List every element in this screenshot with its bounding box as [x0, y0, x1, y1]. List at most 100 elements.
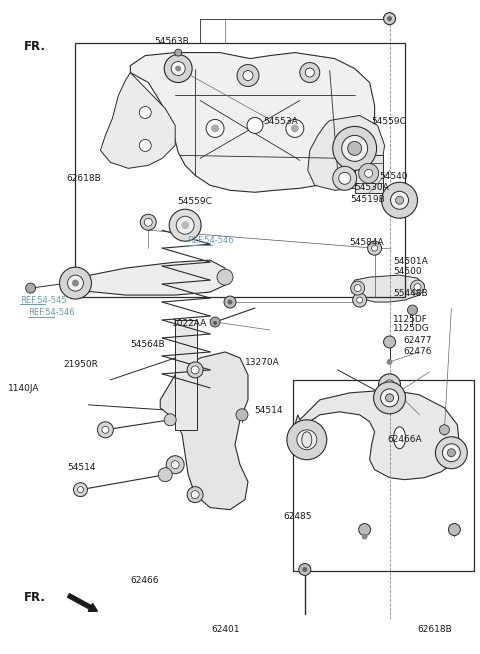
Bar: [355, 156, 383, 194]
Circle shape: [164, 414, 176, 426]
Text: 62477: 62477: [404, 336, 432, 345]
Text: 54519B: 54519B: [350, 196, 385, 204]
Circle shape: [191, 366, 199, 374]
Circle shape: [72, 280, 79, 286]
Circle shape: [435, 437, 468, 469]
Text: REF.54-546: REF.54-546: [187, 236, 234, 245]
Circle shape: [396, 196, 404, 204]
Text: 54563B: 54563B: [154, 37, 189, 46]
Text: 54500: 54500: [393, 267, 422, 276]
Circle shape: [357, 297, 363, 303]
Text: 21950R: 21950R: [63, 360, 98, 370]
Circle shape: [228, 300, 232, 305]
Polygon shape: [308, 116, 384, 190]
Text: 62618B: 62618B: [417, 625, 452, 634]
Circle shape: [213, 321, 217, 325]
Ellipse shape: [302, 432, 312, 448]
Text: 1125DF: 1125DF: [393, 315, 428, 324]
Bar: [75, 43, 405, 297]
Circle shape: [359, 164, 379, 183]
Text: 62401: 62401: [211, 625, 240, 634]
Circle shape: [439, 425, 449, 435]
Circle shape: [243, 71, 253, 80]
Text: 1125DG: 1125DG: [393, 324, 430, 334]
Circle shape: [97, 422, 113, 438]
Text: REF.54-545: REF.54-545: [20, 296, 66, 305]
Circle shape: [408, 305, 418, 315]
Circle shape: [410, 280, 424, 294]
Circle shape: [365, 169, 372, 177]
Circle shape: [286, 120, 304, 137]
Bar: [175, 320, 197, 430]
Circle shape: [348, 141, 361, 156]
Circle shape: [414, 284, 421, 290]
Circle shape: [224, 296, 236, 308]
Text: 13270A: 13270A: [245, 358, 279, 367]
Polygon shape: [71, 260, 225, 295]
Circle shape: [382, 182, 418, 218]
Text: 54514: 54514: [68, 463, 96, 472]
Circle shape: [297, 430, 317, 450]
Text: REF.54-546: REF.54-546: [28, 308, 75, 317]
Circle shape: [351, 281, 365, 295]
Circle shape: [139, 139, 151, 151]
Circle shape: [73, 483, 87, 496]
Circle shape: [206, 120, 224, 137]
Circle shape: [443, 444, 460, 462]
Circle shape: [448, 524, 460, 536]
Circle shape: [333, 166, 357, 190]
Text: FR.: FR.: [24, 591, 46, 604]
Circle shape: [237, 65, 259, 86]
Text: 54553A: 54553A: [263, 117, 298, 126]
Text: 54530A: 54530A: [354, 183, 389, 192]
Circle shape: [77, 487, 84, 492]
Text: 1140JA: 1140JA: [8, 385, 39, 394]
Circle shape: [339, 173, 351, 184]
Circle shape: [333, 126, 377, 170]
Circle shape: [361, 534, 368, 540]
Circle shape: [211, 124, 219, 132]
Polygon shape: [295, 390, 459, 479]
Circle shape: [236, 409, 248, 421]
Text: 62618B: 62618B: [67, 175, 101, 183]
Circle shape: [305, 68, 314, 77]
Polygon shape: [130, 52, 374, 192]
Circle shape: [381, 389, 398, 407]
Circle shape: [181, 221, 189, 229]
Circle shape: [386, 359, 393, 365]
Text: 54501A: 54501A: [393, 257, 428, 266]
Circle shape: [191, 490, 199, 498]
Text: 62466A: 62466A: [387, 435, 422, 444]
Circle shape: [217, 269, 233, 285]
Circle shape: [247, 118, 263, 133]
Text: 55448B: 55448B: [393, 289, 428, 298]
Text: 54559C: 54559C: [372, 117, 407, 126]
Circle shape: [158, 468, 172, 481]
Circle shape: [379, 374, 400, 396]
Circle shape: [384, 380, 395, 390]
Circle shape: [175, 65, 181, 71]
Circle shape: [384, 12, 396, 25]
Text: 54564B: 54564B: [130, 340, 165, 349]
Circle shape: [372, 245, 378, 251]
Text: FR.: FR.: [24, 40, 46, 53]
Text: 62476: 62476: [404, 347, 432, 356]
Text: 62466: 62466: [130, 576, 158, 585]
Circle shape: [166, 456, 184, 473]
Circle shape: [187, 362, 203, 378]
Circle shape: [210, 317, 220, 327]
Polygon shape: [100, 73, 175, 168]
Circle shape: [25, 283, 36, 293]
Circle shape: [169, 209, 201, 241]
Circle shape: [342, 135, 368, 162]
Polygon shape: [160, 352, 248, 509]
Circle shape: [359, 524, 371, 536]
Polygon shape: [352, 275, 424, 302]
Circle shape: [176, 216, 194, 234]
Text: 54514: 54514: [254, 406, 283, 415]
Circle shape: [391, 191, 408, 209]
Circle shape: [447, 449, 456, 456]
Text: 1022AA: 1022AA: [172, 318, 207, 328]
Text: 62485: 62485: [283, 512, 312, 521]
Circle shape: [60, 267, 91, 299]
